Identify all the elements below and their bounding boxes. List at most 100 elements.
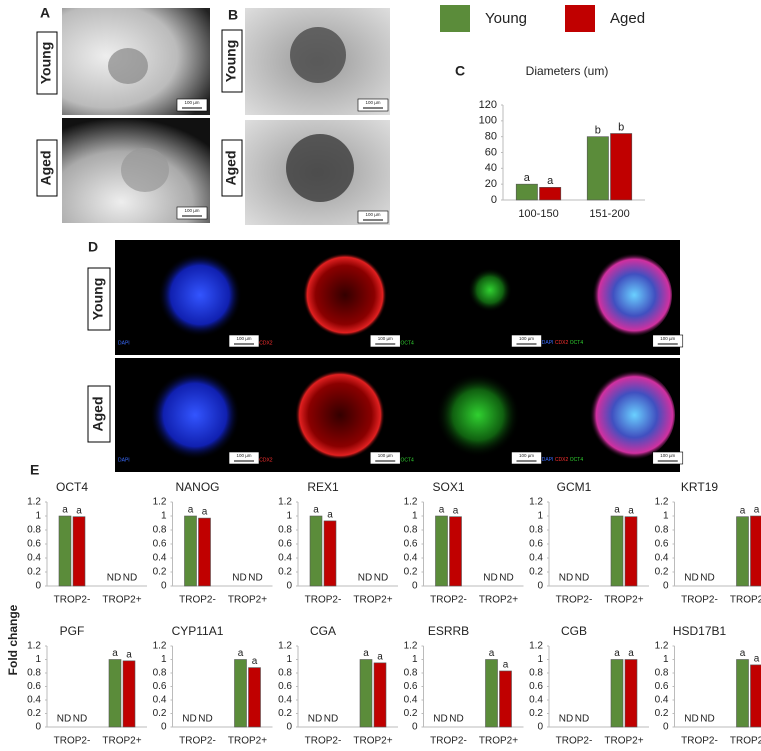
image-detail xyxy=(108,48,148,84)
y-tick-label: 0.6 xyxy=(27,539,41,550)
bar xyxy=(485,659,498,728)
chart-title: CYP11A1 xyxy=(172,624,224,638)
bar xyxy=(499,670,512,728)
nd-label: ND xyxy=(374,573,388,584)
image-detail xyxy=(436,373,520,457)
y-tick-label: 1.2 xyxy=(404,641,418,652)
y-tick-label: 0 xyxy=(537,581,543,592)
y-tick-label: 0.8 xyxy=(529,668,543,679)
y-tick-label: 0 xyxy=(35,581,41,592)
significance-letter: a xyxy=(112,648,118,659)
nd-label: ND xyxy=(499,573,513,584)
y-tick-label: 120 xyxy=(479,99,497,111)
bar xyxy=(736,659,749,728)
scale-bar-label: 100 µm xyxy=(378,453,393,458)
x-tick-label: TROP2+ xyxy=(730,595,761,606)
image-detail xyxy=(588,253,672,337)
panel-label: C xyxy=(455,63,465,79)
y-tick-label: 0.4 xyxy=(153,553,167,564)
legend-label: Aged xyxy=(610,10,645,27)
y-tick-label: 0.6 xyxy=(404,681,418,692)
nd-label: ND xyxy=(684,714,698,725)
significance-letter: a xyxy=(740,505,746,516)
bar xyxy=(373,662,387,728)
image-detail xyxy=(286,134,354,202)
bar xyxy=(624,659,638,728)
nd-label: ND xyxy=(107,573,121,584)
x-tick-label: TROP2+ xyxy=(102,595,141,606)
x-tick-label: TROP2- xyxy=(430,736,467,747)
y-tick-label: 0 xyxy=(286,581,292,592)
bar xyxy=(72,516,86,587)
x-tick-label: TROP2- xyxy=(54,595,91,606)
y-tick-label: 1 xyxy=(161,654,167,665)
channel-label: DAPI CDX2 OCT4 xyxy=(542,340,584,346)
y-tick-label: 0 xyxy=(663,581,669,592)
panel-label: E xyxy=(30,462,39,478)
x-tick-label: TROP2- xyxy=(54,736,91,747)
y-tick-label: 20 xyxy=(485,178,497,190)
channel-label: DAPI CDX2 OCT4 xyxy=(542,457,584,463)
significance-letter: a xyxy=(439,505,445,516)
y-tick-label: 1 xyxy=(286,511,292,522)
y-tick-label: 0.4 xyxy=(655,695,669,706)
nd-label: ND xyxy=(73,714,87,725)
nd-label: ND xyxy=(182,714,196,725)
x-tick-label: TROP2+ xyxy=(228,595,267,606)
nd-label: ND xyxy=(684,573,698,584)
significance-letter: a xyxy=(614,505,620,516)
y-tick-label: 40 xyxy=(485,162,497,174)
bar xyxy=(610,659,624,728)
y-tick-label: 0.8 xyxy=(404,668,418,679)
panel-label: A xyxy=(40,5,50,21)
nd-label: ND xyxy=(358,573,372,584)
y-tick-label: 0.8 xyxy=(278,668,292,679)
significance-letter: b xyxy=(618,121,624,133)
bar xyxy=(309,515,323,587)
row-label-box xyxy=(36,31,58,95)
y-tick-label: 0.8 xyxy=(27,525,41,536)
y-tick-label: 0.2 xyxy=(153,708,167,719)
row-label-box xyxy=(221,29,243,93)
significance-letter: a xyxy=(628,505,634,516)
significance-letter: a xyxy=(614,648,620,659)
chart-title: OCT4 xyxy=(56,480,88,494)
y-tick-label: 0.2 xyxy=(529,567,543,578)
channel-label: CDX2 xyxy=(259,340,273,346)
row-label: Aged xyxy=(38,151,54,186)
significance-letter: a xyxy=(188,505,194,516)
y-tick-label: 0.6 xyxy=(153,539,167,550)
y-tick-label: 0.8 xyxy=(278,525,292,536)
legend-swatch xyxy=(440,5,470,32)
y-tick-label: 1.2 xyxy=(153,641,167,652)
channel-label: OCT4 xyxy=(401,340,415,346)
image-detail xyxy=(290,27,346,83)
x-tick-label: TROP2- xyxy=(681,736,718,747)
y-tick-label: 0 xyxy=(663,722,669,733)
scale-bar-label: 100 µm xyxy=(519,336,534,341)
chart-title: REX1 xyxy=(307,480,339,494)
row-label: Young xyxy=(223,40,239,83)
bar xyxy=(449,516,462,587)
y-tick-label: 0.6 xyxy=(655,681,669,692)
y-tick-label: 1.2 xyxy=(278,497,292,508)
channel-label: DAPI xyxy=(118,457,130,463)
image-detail xyxy=(303,253,387,337)
y-tick-label: 0.4 xyxy=(153,695,167,706)
row-label: Young xyxy=(38,42,54,85)
y-tick-label: 0.4 xyxy=(278,695,292,706)
channel-label-part: OCT4 xyxy=(570,457,584,463)
nd-label: ND xyxy=(483,573,497,584)
y-tick-label: 0.2 xyxy=(153,567,167,578)
y-tick-label: 0.2 xyxy=(278,567,292,578)
chart-title: SOX1 xyxy=(432,480,464,494)
y-tick-label: 1.2 xyxy=(27,641,41,652)
x-tick-label: TROP2+ xyxy=(102,736,141,747)
y-tick-label: 1 xyxy=(537,654,543,665)
y-tick-label: 0.2 xyxy=(529,708,543,719)
significance-letter: a xyxy=(238,648,244,659)
y-tick-label: 60 xyxy=(485,146,497,158)
scale-bar-label: 100 µm xyxy=(660,453,675,458)
bar xyxy=(736,516,749,587)
bar xyxy=(323,520,337,587)
